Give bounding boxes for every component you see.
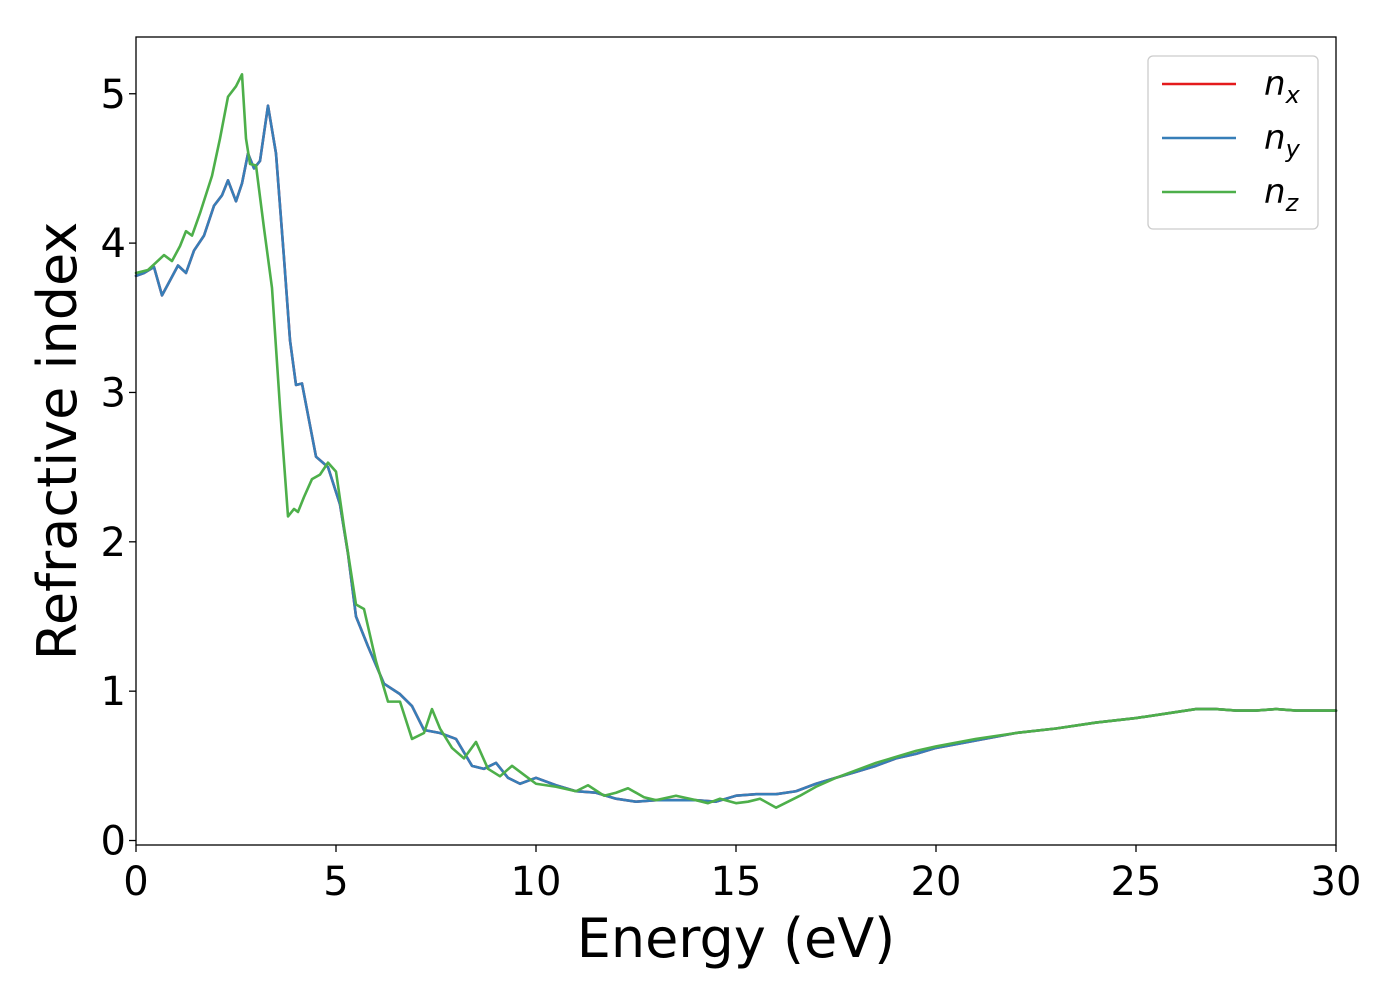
legend-box [1147, 55, 1319, 230]
legend-label-x: nx [1264, 64, 1301, 109]
x-axis-title: Energy (eV) [577, 907, 896, 970]
y-tick-label: 0 [101, 819, 126, 865]
x-axis-ticks: 0 5 10 15 20 25 30 [123, 845, 1361, 905]
series-line-z [134, 73, 1338, 809]
y-tick-label: 5 [101, 72, 126, 118]
legend: nx ny nz [1147, 55, 1319, 230]
x-tick-label: 25 [1111, 859, 1162, 905]
y-tick-label: 1 [101, 669, 126, 715]
x-tick-label: 0 [123, 859, 148, 905]
legend-label-z: nz [1264, 172, 1300, 217]
x-tick-label: 20 [911, 859, 962, 905]
y-tick-label: 4 [101, 221, 126, 267]
y-tick-label: 2 [101, 520, 126, 566]
y-axis-ticks: 0 1 2 3 4 5 [101, 72, 136, 865]
x-tick-label: 30 [1311, 859, 1362, 905]
y-axis-title: Refractive index [26, 222, 89, 661]
legend-label-y: ny [1264, 118, 1301, 163]
x-tick-label: 15 [711, 859, 762, 905]
series-layer [134, 73, 1338, 809]
x-tick-label: 10 [511, 859, 562, 905]
y-tick-label: 3 [101, 370, 126, 416]
x-tick-label: 5 [323, 859, 348, 905]
